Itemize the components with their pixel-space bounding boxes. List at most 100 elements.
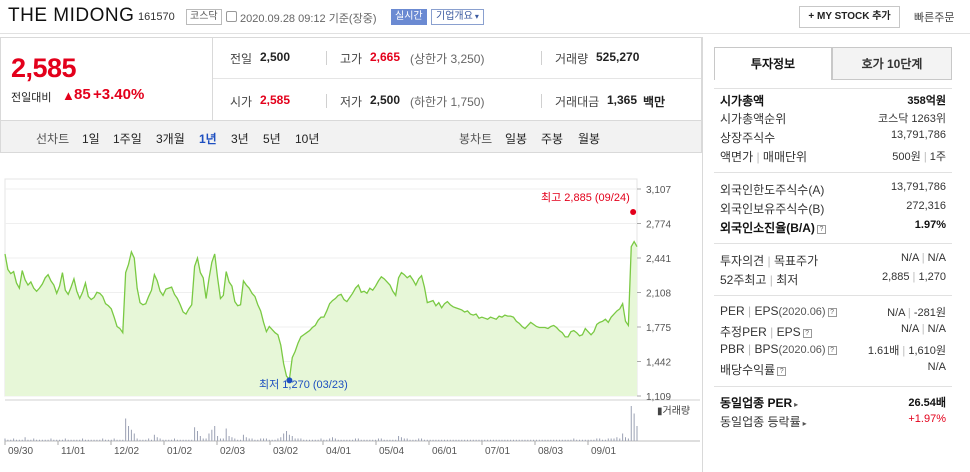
arrow-right-icon: ▸ [802,419,807,428]
y-tick-label: 2,441 [646,254,671,265]
tab-1d[interactable]: 1일 [82,132,100,146]
target-price-label: 목표주가 [773,254,819,268]
open-label: 시가 [230,95,253,109]
change-label: 전일대비 [11,92,52,104]
dividend-value: N/A [927,361,946,373]
tab-5y[interactable]: 5년 [263,132,281,146]
price-area-fill [5,241,637,396]
cap-rank-label: 시가총액순위 [720,112,787,126]
company-overview-dropdown[interactable]: 기업개요 ▾ [431,9,484,25]
x-tick-label: 09/30 [8,446,33,457]
prev-close-value: 2,500 [260,50,291,64]
tab-1w[interactable]: 1주일 [113,132,142,146]
x-tick-label: 03/02 [273,446,298,457]
tab-daily-candle[interactable]: 일봉 [505,132,528,146]
foreign-hold-row: 외국인보유주식수(B) 272,316 [718,200,948,218]
low-annotation: 최저 1,270 (03/23) [259,378,348,391]
low-label: 저가 [340,95,363,109]
help-icon[interactable]: ? [816,225,826,234]
up-triangle-icon: ▲ [62,88,75,103]
period-tab-bar [0,121,702,153]
tab-order-book[interactable]: 호가 10단계 [832,47,952,80]
foreign-ratio-label: 외국인소진율(B/A) [720,221,815,235]
opinion-row: 투자의견 | 목표주가 N/A | N/A [720,252,946,268]
calendar-icon [226,11,237,22]
tab-monthly-candle[interactable]: 월봉 [578,132,601,146]
add-my-stock-button[interactable]: + MY STOCK 추가 [799,6,900,28]
divider [714,243,952,244]
bps-period: (2020.06) [778,344,826,356]
y-tick-label: 3,107 [646,185,671,196]
tab-3m[interactable]: 3개월 [156,132,185,146]
x-tick-label: 08/03 [538,446,563,457]
market-badge: 코스닥 [186,9,222,25]
tab-3y[interactable]: 3년 [231,132,249,146]
pbr-row: PBR | BPS(2020.06)? 1.61배 | 1,610원 [720,342,946,357]
stock-name: THE MIDONG [8,5,135,26]
bps-value: 1,610원 [908,345,946,357]
low-value: 2,500 [370,93,401,107]
target-price-value: N/A [927,252,946,264]
eps-period: (2020.06) [778,306,826,318]
cap-rank-row: 시가총액순위 코스닥 1263위 [718,110,948,128]
x-tick-label: 07/01 [485,446,510,457]
bps-label: BPS [754,342,779,356]
sector-change-row[interactable]: 동일업종 등락률 ▸ +1.97% [718,413,948,431]
shares-value: 13,791,786 [890,129,946,141]
par-value: 500원 [892,151,921,163]
volume-value: 525,270 [596,50,640,64]
amount-label: 거래대금 [555,95,600,109]
amount-unit: 백만 [643,95,666,109]
change-rate: +3.40% [93,86,145,103]
company-overview-label: 기업개요 [436,11,473,22]
quick-order-link[interactable]: 빠른주문 [914,12,955,24]
x-tick-label: 02/03 [220,446,245,457]
x-tick-label: 05/04 [379,446,404,457]
divider [714,295,952,296]
shares-row: 상장주식수 13,791,786 [718,129,948,147]
current-price: 2,585 [11,53,77,83]
sector-change-label: 동일업종 등락률 [720,415,801,429]
line-chart-label: 선차트 [36,132,70,146]
chevron-down-icon: ▾ [474,12,479,21]
sector-per-row[interactable]: 동일업종 PER ▸ 26.54배 [718,394,948,412]
cap-rank-value: 코스닥 1263위 [877,113,946,125]
high-label: 고가 [340,52,363,66]
candle-chart-label: 봉차트 [459,132,493,146]
market-cap-label: 시가총액 [720,94,765,108]
x-tick-label: 11/01 [61,446,86,457]
open-value: 2,585 [260,93,291,107]
help-icon[interactable]: ? [802,329,812,338]
par-label: 액면가 [720,150,754,164]
opinion-value: N/A [900,252,919,264]
quote-datetime: 2020.09.28 09:12 기준(장중) [240,13,377,25]
foreign-limit-label: 외국인한도주식수(A) [720,183,825,197]
foreign-ratio-row: 외국인소진율(B/A)? 1.97% [718,219,948,237]
price-line [4,240,638,381]
divider [541,51,542,65]
divider [326,51,327,65]
y-tick-label: 1,442 [646,358,671,369]
x-tick-label: 12/02 [114,446,139,457]
high-marker [630,209,637,215]
upper-limit: (상한가 3,250) [410,52,485,66]
tab-10y[interactable]: 10년 [295,132,320,146]
dividend-label: 배당수익률 [720,363,776,377]
realtime-button[interactable]: 실시간 [391,9,427,25]
divider [326,94,327,108]
week52-low-value: 1,270 [918,271,946,283]
per-row: PER | EPS(2020.06)? N/A | -281원 [720,304,946,319]
tab-1y[interactable]: 1년 [199,132,217,146]
y-tick-label: 1,775 [646,323,671,334]
y-tick-label: 1,109 [646,392,671,403]
price-chart[interactable]: 3,107 2,774 2,441 2,108 1,775 1,442 1,109 09/30… [0,157,700,472]
est-per-value: N/A [900,323,919,335]
tab-weekly-candle[interactable]: 주봉 [541,132,564,146]
help-icon[interactable]: ? [827,308,837,317]
x-tick-label: 01/02 [167,446,192,457]
tab-investment-info[interactable]: 투자정보 [714,47,832,80]
prev-close-label: 전일 [230,52,253,66]
help-icon[interactable]: ? [777,367,787,376]
dividend-row: 배당수익률? N/A [718,361,948,379]
help-icon[interactable]: ? [827,346,837,355]
